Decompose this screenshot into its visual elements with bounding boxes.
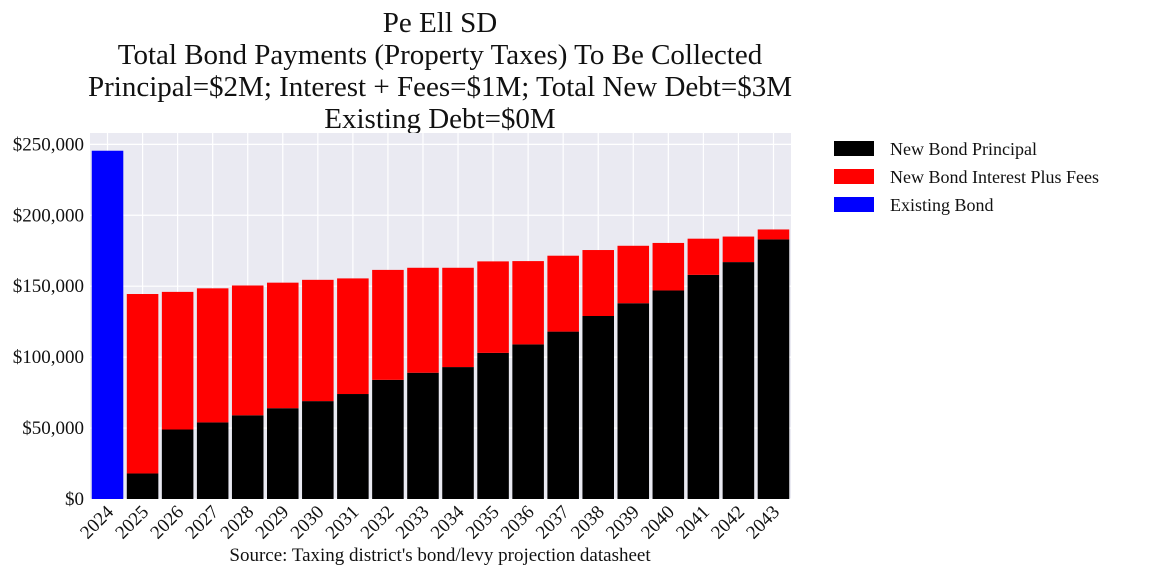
bar-segment — [547, 331, 579, 499]
x-tick-label: 2030 — [287, 502, 329, 544]
x-tick-label: 2029 — [252, 502, 294, 544]
legend: New Bond Principal New Bond Interest Plus… — [834, 139, 1099, 215]
title-line: Existing Debt=$0M — [324, 103, 555, 135]
bar-segment — [302, 401, 334, 499]
bar-segment — [372, 379, 404, 499]
y-tick-label: $250,000 — [13, 134, 84, 155]
bar-segment — [302, 279, 334, 402]
legend-swatch — [834, 197, 874, 212]
x-tick-label: 2032 — [357, 502, 399, 544]
bar-segment — [442, 267, 474, 368]
x-tick-label: 2037 — [532, 502, 574, 544]
x-tick-label: 2034 — [427, 501, 469, 543]
legend-label: Existing Bond — [890, 195, 994, 215]
bar-segment — [267, 282, 299, 409]
x-tick-label: 2043 — [742, 502, 784, 544]
bar-segment — [407, 267, 439, 373]
plot-area — [90, 133, 791, 499]
legend-label: New Bond Interest Plus Fees — [890, 167, 1099, 187]
legend-label: New Bond Principal — [890, 139, 1037, 159]
bar-segment — [231, 415, 264, 499]
title-line: Total Bond Payments (Property Taxes) To … — [118, 39, 763, 71]
x-tick-label: 2036 — [497, 502, 539, 544]
bars — [91, 150, 790, 500]
bar-segment — [126, 294, 159, 474]
x-tick-label: 2038 — [567, 502, 609, 544]
bar-segment — [126, 473, 159, 499]
bar-segment — [722, 236, 755, 263]
x-tick-label: 2042 — [707, 502, 749, 544]
bar-segment — [652, 290, 685, 499]
x-tick-label: 2035 — [462, 502, 504, 544]
y-axis: $0 $50,000 $100,000 $150,000 $200,000 $250,00… — [13, 134, 84, 510]
bar-segment — [196, 288, 229, 423]
x-tick-label: 2027 — [181, 502, 223, 544]
x-axis: 2024202520262027202820292030203120322033… — [76, 501, 784, 543]
y-tick-label: $50,000 — [22, 418, 84, 439]
bar-segment — [337, 394, 369, 499]
bar-segment — [687, 238, 720, 275]
bar-segment — [267, 408, 299, 499]
source-note: Source: Taxing district's bond/levy proj… — [229, 545, 651, 566]
y-tick-label: $150,000 — [13, 276, 84, 297]
bar-segment — [582, 250, 614, 316]
y-tick-label: $0 — [65, 489, 84, 510]
legend-swatch — [834, 141, 874, 156]
x-tick-label: 2039 — [602, 502, 644, 544]
title-line: Principal=$2M; Interest + Fees=$1M; Tota… — [88, 71, 792, 103]
title-line: Pe Ell SD — [383, 7, 497, 39]
bar-segment — [617, 245, 650, 304]
bar-segment — [617, 303, 650, 499]
y-tick-label: $200,000 — [13, 205, 84, 226]
legend-swatch — [834, 169, 874, 184]
bar-segment — [161, 429, 194, 499]
y-tick-label: $100,000 — [13, 347, 84, 368]
x-tick-label: 2031 — [322, 502, 364, 544]
bar-segment — [231, 285, 264, 416]
x-tick-label: 2028 — [217, 502, 259, 544]
bar-segment — [757, 239, 790, 499]
bar-segment — [196, 422, 229, 499]
bar-segment — [442, 367, 474, 499]
bar-segment — [512, 344, 544, 499]
bar-segment — [512, 261, 544, 345]
x-tick-label: 2026 — [146, 502, 188, 544]
bar-segment — [337, 278, 369, 395]
bar-segment — [372, 269, 404, 380]
bar-segment — [91, 150, 124, 500]
bar-segment — [407, 372, 439, 499]
bar-segment — [722, 262, 755, 499]
bar-segment — [652, 242, 685, 291]
bar-segment — [582, 316, 614, 499]
x-tick-label: 2025 — [111, 502, 153, 544]
bar-segment — [161, 291, 194, 430]
bar-segment — [757, 229, 790, 240]
x-tick-label: 2033 — [392, 502, 434, 544]
x-tick-label: 2040 — [637, 502, 679, 544]
bar-segment — [477, 261, 509, 353]
bar-segment — [547, 255, 579, 332]
x-tick-label: 2041 — [672, 502, 714, 544]
bar-segment — [687, 274, 720, 499]
bar-segment — [477, 352, 509, 499]
